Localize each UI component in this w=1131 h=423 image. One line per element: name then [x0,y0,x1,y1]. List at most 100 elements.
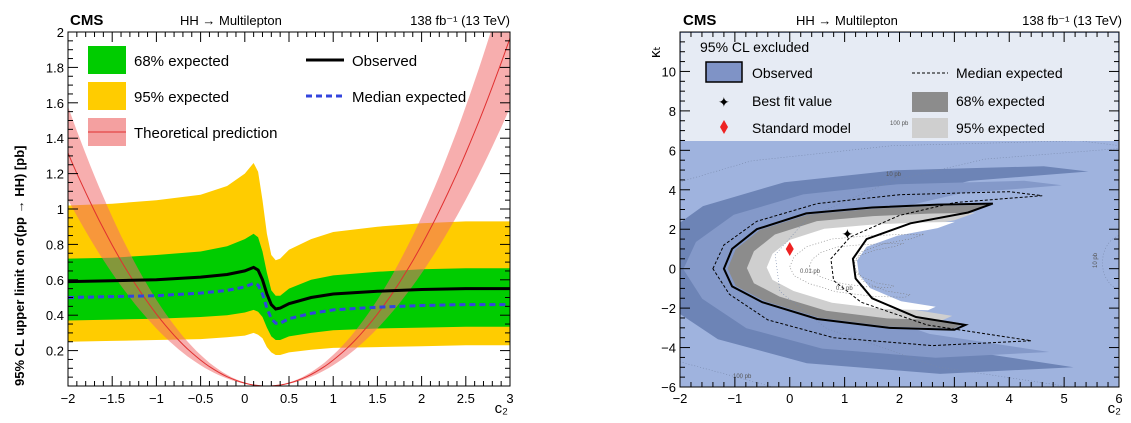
y-tick-label: 1.4 [46,131,64,146]
markers: ✦ [785,226,854,256]
x-tick-label: 6 [1115,391,1122,406]
isoline [809,243,904,288]
x-tick-label: −1 [727,391,742,406]
legend-label-68: 68% expected [134,53,229,70]
y-tick-label: −2 [661,301,676,316]
y-tick-label: 10 [662,64,676,79]
isoline [789,233,925,298]
x-tick-label: 1 [330,391,337,406]
cross-section-isolines [680,140,1119,387]
annotation-100pb-bottom: 100 pb [733,374,752,380]
x-tick-label: −0.5 [188,391,214,406]
legend-label-observed-r: Observed [752,65,813,81]
legend-marker-bestfit: ✦ [718,94,730,110]
right-cms-label: CMS [683,12,716,29]
legend-label-median-r: Median expected [956,65,1063,81]
right-process-label: HH → Multilepton [796,13,898,28]
legend-swatch-observed [705,61,743,83]
isoline-annotations: 10 pb 100 pb 0.01 pb 0.1 pb 10 pb 100 pb [733,121,1099,380]
right-legend: 95% CL excluded Observed Median expected… [700,39,1063,138]
annotation-10pb-top: 10 pb [886,172,902,178]
y-tick-label: 8 [669,104,676,119]
right-ylabel: κₜ [647,46,664,58]
annotation-10pb-right: 10 pb [1093,252,1099,268]
band-68-expected [68,233,510,340]
right-plot-area: ✦ 10 pb 100 pb 0.01 pb 0.1 pb 10 pb 100 … [680,32,1119,387]
annotation-01pb: 0.1 pb [836,286,853,292]
y-tick-label: 0.2 [46,344,64,359]
y-tick-label: 6 [669,143,676,158]
x-tick-label: 0 [786,391,793,406]
y-tick-label: 0 [669,262,676,277]
x-tick-label: 3 [506,391,513,406]
legend-label-theory: Theoretical prediction [134,125,277,142]
x-tick-label: −2 [673,391,688,406]
left-process-label: HH → Multilepton [180,13,282,28]
x-tick-label: 1 [841,391,848,406]
legend-label-median: Median expected [352,89,466,106]
median-expected-line [68,281,510,325]
legend-label-68-r: 68% expected [956,93,1045,109]
y-tick-label: 1.6 [46,96,64,111]
x-tick-label: 0 [241,391,248,406]
legend-swatch-68 [88,46,126,74]
y-tick-label: −4 [661,341,676,356]
observed-contour [722,202,994,331]
median-expected-contour [712,191,1043,347]
best-fit-marker: ✦ [842,226,854,242]
annotation-100pb-top: 100 pb [890,121,909,127]
right-legend-title: 95% CL excluded [700,39,809,55]
x-tick-label: −2 [61,391,76,406]
x-tick-label: 5 [1061,391,1068,406]
x-tick-label: −1.5 [99,391,125,406]
right-panel: ✦ 10 pb 100 pb 0.01 pb 0.1 pb 10 pb 100 … [647,12,1123,417]
y-tick-label: 0.6 [46,273,64,288]
y-tick-label: 4 [669,183,676,198]
y-tick-label: 0.8 [46,237,64,252]
observed-line [68,265,510,311]
x-tick-label: 1.5 [368,391,386,406]
left-xlabel: c₂ [495,400,509,417]
legend-swatch-95 [88,82,126,110]
y-tick-label: 1 [57,202,64,217]
legend-label-bestfit: Best fit value [752,93,832,109]
right-lumi-label: 138 fb⁻¹ (13 TeV) [1022,13,1122,28]
left-plot-area [68,32,510,386]
legend-label-sm: Standard model [752,120,851,136]
left-panel: −2 −1.5 −1 −0.5 0 0.5 1 1.5 2 2.5 3 0.2 0.4 0.6 0.8 1 1.… [12,12,514,417]
theory-band [68,32,510,386]
standard-model-marker [785,241,794,256]
right-xlabel: c₂ [1108,400,1122,417]
isoline [1102,235,1119,291]
annotation-001pb: 0.01 pb [800,269,821,275]
legend-background [681,33,1118,141]
x-tick-label: −1 [149,391,164,406]
x-tick-label: 0.5 [280,391,298,406]
allowed-region [766,221,955,311]
x-tick-label: 3 [951,391,958,406]
legend-label-95-r: 95% expected [956,120,1045,136]
legend-label-95: 95% expected [134,89,229,106]
x-tick-label: 2 [896,391,903,406]
x-tick-label: 4 [1006,391,1013,406]
y-tick-label: 1.8 [46,60,64,75]
legend-swatch-95-r [912,118,948,138]
y-tick-label: 2 [57,25,64,40]
legend-label-observed: Observed [352,53,417,70]
left-legend: 68% expected 95% expected Theoretical pr… [88,46,466,146]
y-tick-label: 2 [669,222,676,237]
y-tick-label: 0.4 [46,308,64,323]
right-ticks: −2 −1 0 1 2 3 4 5 6 −6 −4 −2 0 2 4 6 8 10 [661,32,1123,406]
y-tick-label: −6 [661,380,676,395]
legend-swatch-68-r [912,92,948,112]
left-ticks: −2 −1.5 −1 −0.5 0 0.5 1 1.5 2 2.5 3 0.2 0.4 0.6 0.8 1 1.… [46,25,514,406]
left-cms-label: CMS [70,12,103,29]
legend-marker-sm [720,120,728,134]
x-tick-label: 2 [418,391,425,406]
x-tick-label: 2.5 [457,391,475,406]
left-ylabel: 95% CL upper limit on σ(pp → HH) [pb] [12,146,27,386]
left-lumi-label: 138 fb⁻¹ (13 TeV) [410,13,510,28]
isoline [680,140,1119,387]
y-tick-label: 1.2 [46,167,64,182]
